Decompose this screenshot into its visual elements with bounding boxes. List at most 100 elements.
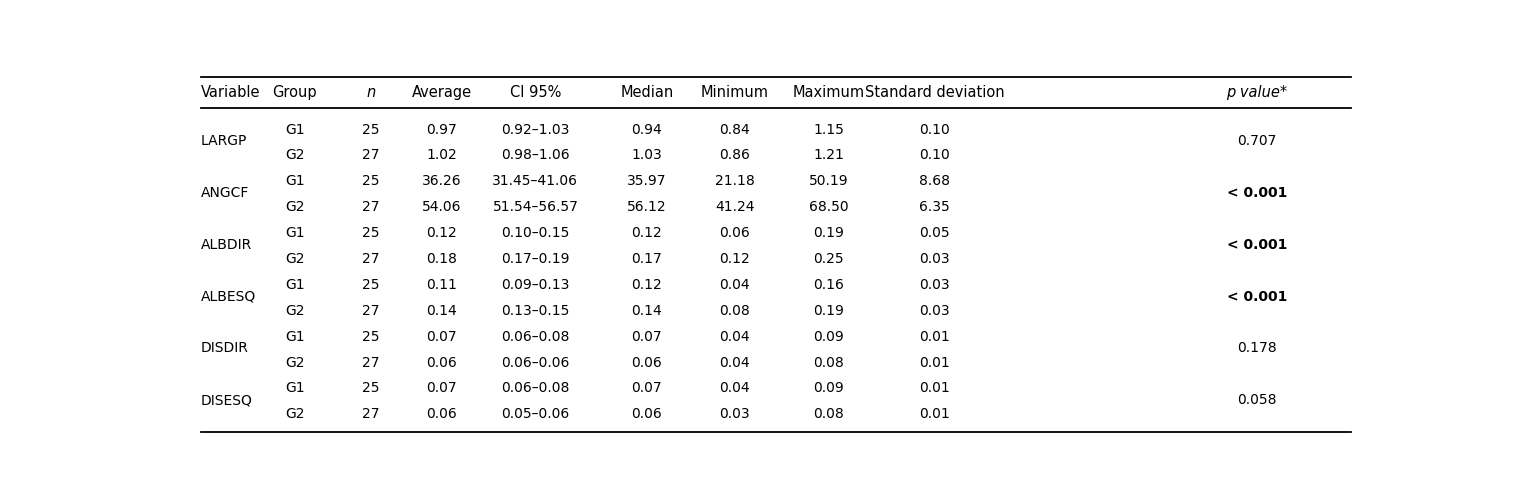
Text: 25: 25 [362, 123, 380, 136]
Text: 0.12: 0.12 [631, 278, 662, 292]
Text: 0.06–0.08: 0.06–0.08 [501, 330, 569, 344]
Text: 0.10: 0.10 [919, 123, 949, 136]
Text: 21.18: 21.18 [715, 174, 755, 188]
Text: 0.01: 0.01 [919, 330, 949, 344]
Text: G1: G1 [285, 174, 304, 188]
Text: 0.19: 0.19 [813, 226, 845, 240]
Text: 0.05–0.06: 0.05–0.06 [501, 407, 569, 421]
Text: 0.03: 0.03 [919, 278, 949, 292]
Text: CI 95%: CI 95% [510, 85, 562, 100]
Text: 0.25: 0.25 [813, 252, 843, 266]
Text: DISESQ: DISESQ [201, 393, 253, 407]
Text: 36.26: 36.26 [422, 174, 462, 188]
Text: G1: G1 [285, 278, 304, 292]
Text: p value*: p value* [1226, 85, 1287, 100]
Text: 0.16: 0.16 [813, 278, 845, 292]
Text: G1: G1 [285, 381, 304, 395]
Text: 0.19: 0.19 [813, 304, 845, 318]
Text: ALBESQ: ALBESQ [201, 289, 256, 304]
Text: 0.07: 0.07 [427, 330, 457, 344]
Text: 0.07: 0.07 [427, 381, 457, 395]
Text: 0.09–0.13: 0.09–0.13 [501, 278, 569, 292]
Text: 0.07: 0.07 [631, 381, 662, 395]
Text: 27: 27 [362, 252, 380, 266]
Text: 0.09: 0.09 [813, 330, 845, 344]
Text: Variable: Variable [201, 85, 260, 100]
Text: 0.01: 0.01 [919, 356, 949, 370]
Text: 0.04: 0.04 [719, 356, 749, 370]
Text: 31.45–41.06: 31.45–41.06 [492, 174, 578, 188]
Text: 0.12: 0.12 [425, 226, 457, 240]
Text: 0.17–0.19: 0.17–0.19 [501, 252, 569, 266]
Text: 35.97: 35.97 [627, 174, 666, 188]
Text: 0.84: 0.84 [719, 123, 751, 136]
Text: ALBDIR: ALBDIR [201, 238, 253, 252]
Text: 27: 27 [362, 304, 380, 318]
Text: 0.10–0.15: 0.10–0.15 [501, 226, 569, 240]
Text: 25: 25 [362, 330, 380, 344]
Text: G2: G2 [285, 304, 304, 318]
Text: 0.18: 0.18 [425, 252, 457, 266]
Text: 0.06: 0.06 [631, 356, 662, 370]
Text: 0.058: 0.058 [1237, 393, 1276, 407]
Text: 25: 25 [362, 278, 380, 292]
Text: 0.94: 0.94 [631, 123, 662, 136]
Text: 0.04: 0.04 [719, 278, 749, 292]
Text: G1: G1 [285, 123, 304, 136]
Text: 0.06: 0.06 [425, 407, 457, 421]
Text: 0.14: 0.14 [425, 304, 457, 318]
Text: 0.04: 0.04 [719, 330, 749, 344]
Text: 27: 27 [362, 200, 380, 214]
Text: G2: G2 [285, 200, 304, 214]
Text: < 0.001: < 0.001 [1226, 186, 1287, 200]
Text: 0.03: 0.03 [919, 252, 949, 266]
Text: 0.707: 0.707 [1237, 134, 1276, 148]
Text: 0.13–0.15: 0.13–0.15 [501, 304, 569, 318]
Text: 0.01: 0.01 [919, 407, 949, 421]
Text: 1.21: 1.21 [813, 148, 845, 162]
Text: 0.06–0.06: 0.06–0.06 [501, 356, 569, 370]
Text: 6.35: 6.35 [919, 200, 949, 214]
Text: n: n [366, 85, 375, 100]
Text: Median: Median [621, 85, 674, 100]
Text: G1: G1 [285, 330, 304, 344]
Text: 25: 25 [362, 226, 380, 240]
Text: 0.08: 0.08 [813, 356, 845, 370]
Text: 0.98–1.06: 0.98–1.06 [501, 148, 569, 162]
Text: 25: 25 [362, 381, 380, 395]
Text: 0.97: 0.97 [425, 123, 457, 136]
Text: Group: Group [273, 85, 316, 100]
Text: 0.09: 0.09 [813, 381, 845, 395]
Text: < 0.001: < 0.001 [1226, 238, 1287, 252]
Text: 54.06: 54.06 [422, 200, 462, 214]
Text: LARGP: LARGP [201, 134, 247, 148]
Text: 8.68: 8.68 [919, 174, 949, 188]
Text: DISDIR: DISDIR [201, 341, 248, 355]
Text: ANGCF: ANGCF [201, 186, 250, 200]
Text: 50.19: 50.19 [808, 174, 848, 188]
Text: G2: G2 [285, 148, 304, 162]
Text: 0.10: 0.10 [919, 148, 949, 162]
Text: 51.54–56.57: 51.54–56.57 [492, 200, 578, 214]
Text: 0.06: 0.06 [425, 356, 457, 370]
Text: 27: 27 [362, 356, 380, 370]
Text: Average: Average [412, 85, 471, 100]
Text: 0.08: 0.08 [813, 407, 845, 421]
Text: Minimum: Minimum [701, 85, 769, 100]
Text: 0.05: 0.05 [919, 226, 949, 240]
Text: 56.12: 56.12 [627, 200, 666, 214]
Text: 0.08: 0.08 [719, 304, 751, 318]
Text: G2: G2 [285, 407, 304, 421]
Text: 0.12: 0.12 [631, 226, 662, 240]
Text: 0.07: 0.07 [631, 330, 662, 344]
Text: 0.92–1.03: 0.92–1.03 [501, 123, 569, 136]
Text: < 0.001: < 0.001 [1226, 289, 1287, 304]
Text: 0.01: 0.01 [919, 381, 949, 395]
Text: 0.03: 0.03 [719, 407, 749, 421]
Text: G1: G1 [285, 226, 304, 240]
Text: 27: 27 [362, 148, 380, 162]
Text: 0.06: 0.06 [631, 407, 662, 421]
Text: 0.06–0.08: 0.06–0.08 [501, 381, 569, 395]
Text: Standard deviation: Standard deviation [864, 85, 1004, 100]
Text: G2: G2 [285, 252, 304, 266]
